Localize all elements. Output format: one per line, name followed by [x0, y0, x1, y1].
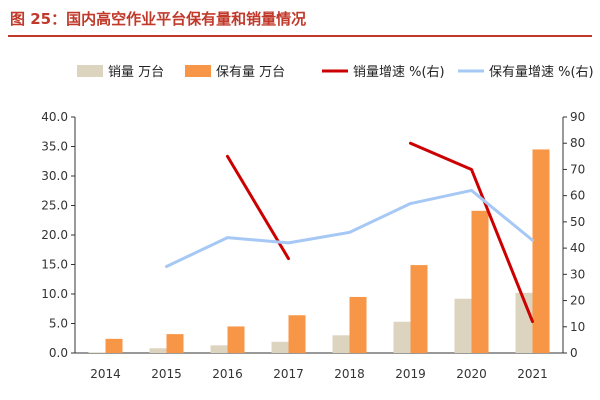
y-left-tick-label: 35.0 [41, 140, 68, 154]
bar-holdings [227, 326, 245, 353]
legend-label: 保有量增速 %(右) [489, 65, 594, 80]
bar-holdings [288, 315, 306, 353]
x-tick-label: 2021 [517, 367, 548, 381]
y-left-tick-label: 0.0 [49, 346, 68, 360]
bar-sales [149, 348, 167, 353]
y-right-tick-label: 30 [570, 267, 585, 281]
y-right-tick-label: 10 [570, 320, 585, 334]
lines [165, 141, 534, 324]
bar-holdings [105, 338, 123, 353]
legend: 销量 万台 保有量 万台 销量增速 %(右) 保有量增速 %(右) [77, 65, 594, 80]
y-left-tick-label: 5.0 [49, 317, 68, 331]
y-right-tick-label: 50 [570, 215, 585, 229]
x-tick-label: 2016 [212, 367, 243, 381]
x-tick-label: 2015 [151, 367, 182, 381]
y-right-tick-label: 40 [570, 241, 585, 255]
bar-sales [454, 298, 472, 353]
bar-sales [393, 321, 411, 353]
y-left-tick-label: 20.0 [41, 228, 68, 242]
legend-label: 销量增速 %(右) [353, 65, 445, 80]
y-right-tick-label: 90 [570, 110, 585, 124]
legend-label: 销量 万台 [108, 65, 164, 80]
y-right-tick-label: 70 [570, 162, 585, 176]
bar-holdings [349, 296, 367, 353]
legend-label: 保有量 万台 [216, 65, 285, 80]
y-left-tick-label: 40.0 [41, 110, 68, 124]
bars [88, 149, 550, 353]
bar-holdings [166, 334, 184, 353]
bar-holdings [532, 149, 550, 353]
chart-title: 图 25：国内高空作业平台保有量和销量情况 [10, 10, 307, 28]
bar-sales [271, 341, 289, 353]
x-tick-label: 2017 [273, 367, 304, 381]
y-right-tick-label: 0 [570, 346, 578, 360]
legend-swatch [77, 65, 103, 77]
x-tick-label: 2020 [456, 367, 487, 381]
y-right-tick-label: 60 [570, 189, 585, 203]
x-tick-label: 2014 [90, 367, 121, 381]
line-sales-growth [409, 141, 534, 324]
axes: 0.0 5.0 10.0 15.0 20.0 25.0 30.0 35.0 40.0 0 10 20 3… [41, 110, 585, 381]
bar-holdings [410, 265, 428, 353]
bar-sales [332, 335, 350, 353]
x-tick-label: 2019 [395, 367, 426, 381]
y-left-tick-label: 25.0 [41, 199, 68, 213]
x-tick-label: 2018 [334, 367, 365, 381]
legend-swatch [185, 65, 211, 77]
bar-sales [88, 352, 106, 353]
line-holdings-growth [165, 188, 534, 268]
bar-sales [210, 345, 228, 353]
y-right-tick-label: 20 [570, 294, 585, 308]
y-left-tick-label: 15.0 [41, 258, 68, 272]
y-left-tick-label: 30.0 [41, 169, 68, 183]
y-right-tick-label: 80 [570, 136, 585, 150]
y-left-tick-label: 10.0 [41, 287, 68, 301]
bar-holdings [471, 210, 489, 353]
title-divider [8, 35, 592, 37]
